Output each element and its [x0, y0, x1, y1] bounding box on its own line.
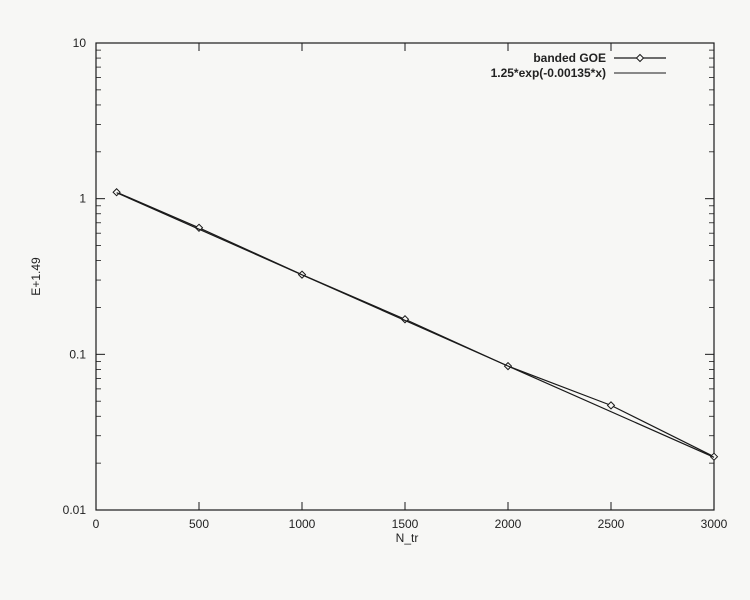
y-tick-label: 1 [79, 192, 86, 206]
y-tick-label: 10 [73, 36, 87, 50]
y-axis-title: E+1.49 [29, 257, 43, 296]
data-point-banded-goe [194, 223, 204, 232]
legend-label-banded-goe: banded GOE [533, 51, 606, 65]
x-tick-label: 0 [93, 517, 100, 531]
data-point-banded-goe [606, 401, 616, 410]
y-tick-label: 0.1 [69, 347, 86, 361]
y-tick-label: 0.01 [63, 503, 87, 517]
x-tick-label: 2500 [598, 517, 625, 531]
x-tick-label: 1000 [289, 517, 316, 531]
series [112, 188, 719, 461]
x-tick-label: 1500 [392, 517, 419, 531]
plot-frame [95, 42, 715, 511]
series-line-fit [116, 192, 715, 458]
x-tick-label: 2000 [495, 517, 522, 531]
ticks: 0 500 1000 1500 2000 2500 3000 0.01 0.1 1 10 [63, 36, 728, 531]
legend-label-fit: 1.25*exp(-0.00135*x) [491, 66, 606, 80]
x-tick-label: 500 [189, 517, 209, 531]
axes [95, 42, 715, 511]
x-tick-label: 3000 [701, 517, 728, 531]
x-axis-title: N_tr [396, 531, 419, 545]
legend-marker-banded-goe [635, 53, 645, 63]
data-point-banded-goe [112, 188, 121, 197]
legend: banded GOE 1.25*exp(-0.00135*x) [491, 51, 666, 80]
